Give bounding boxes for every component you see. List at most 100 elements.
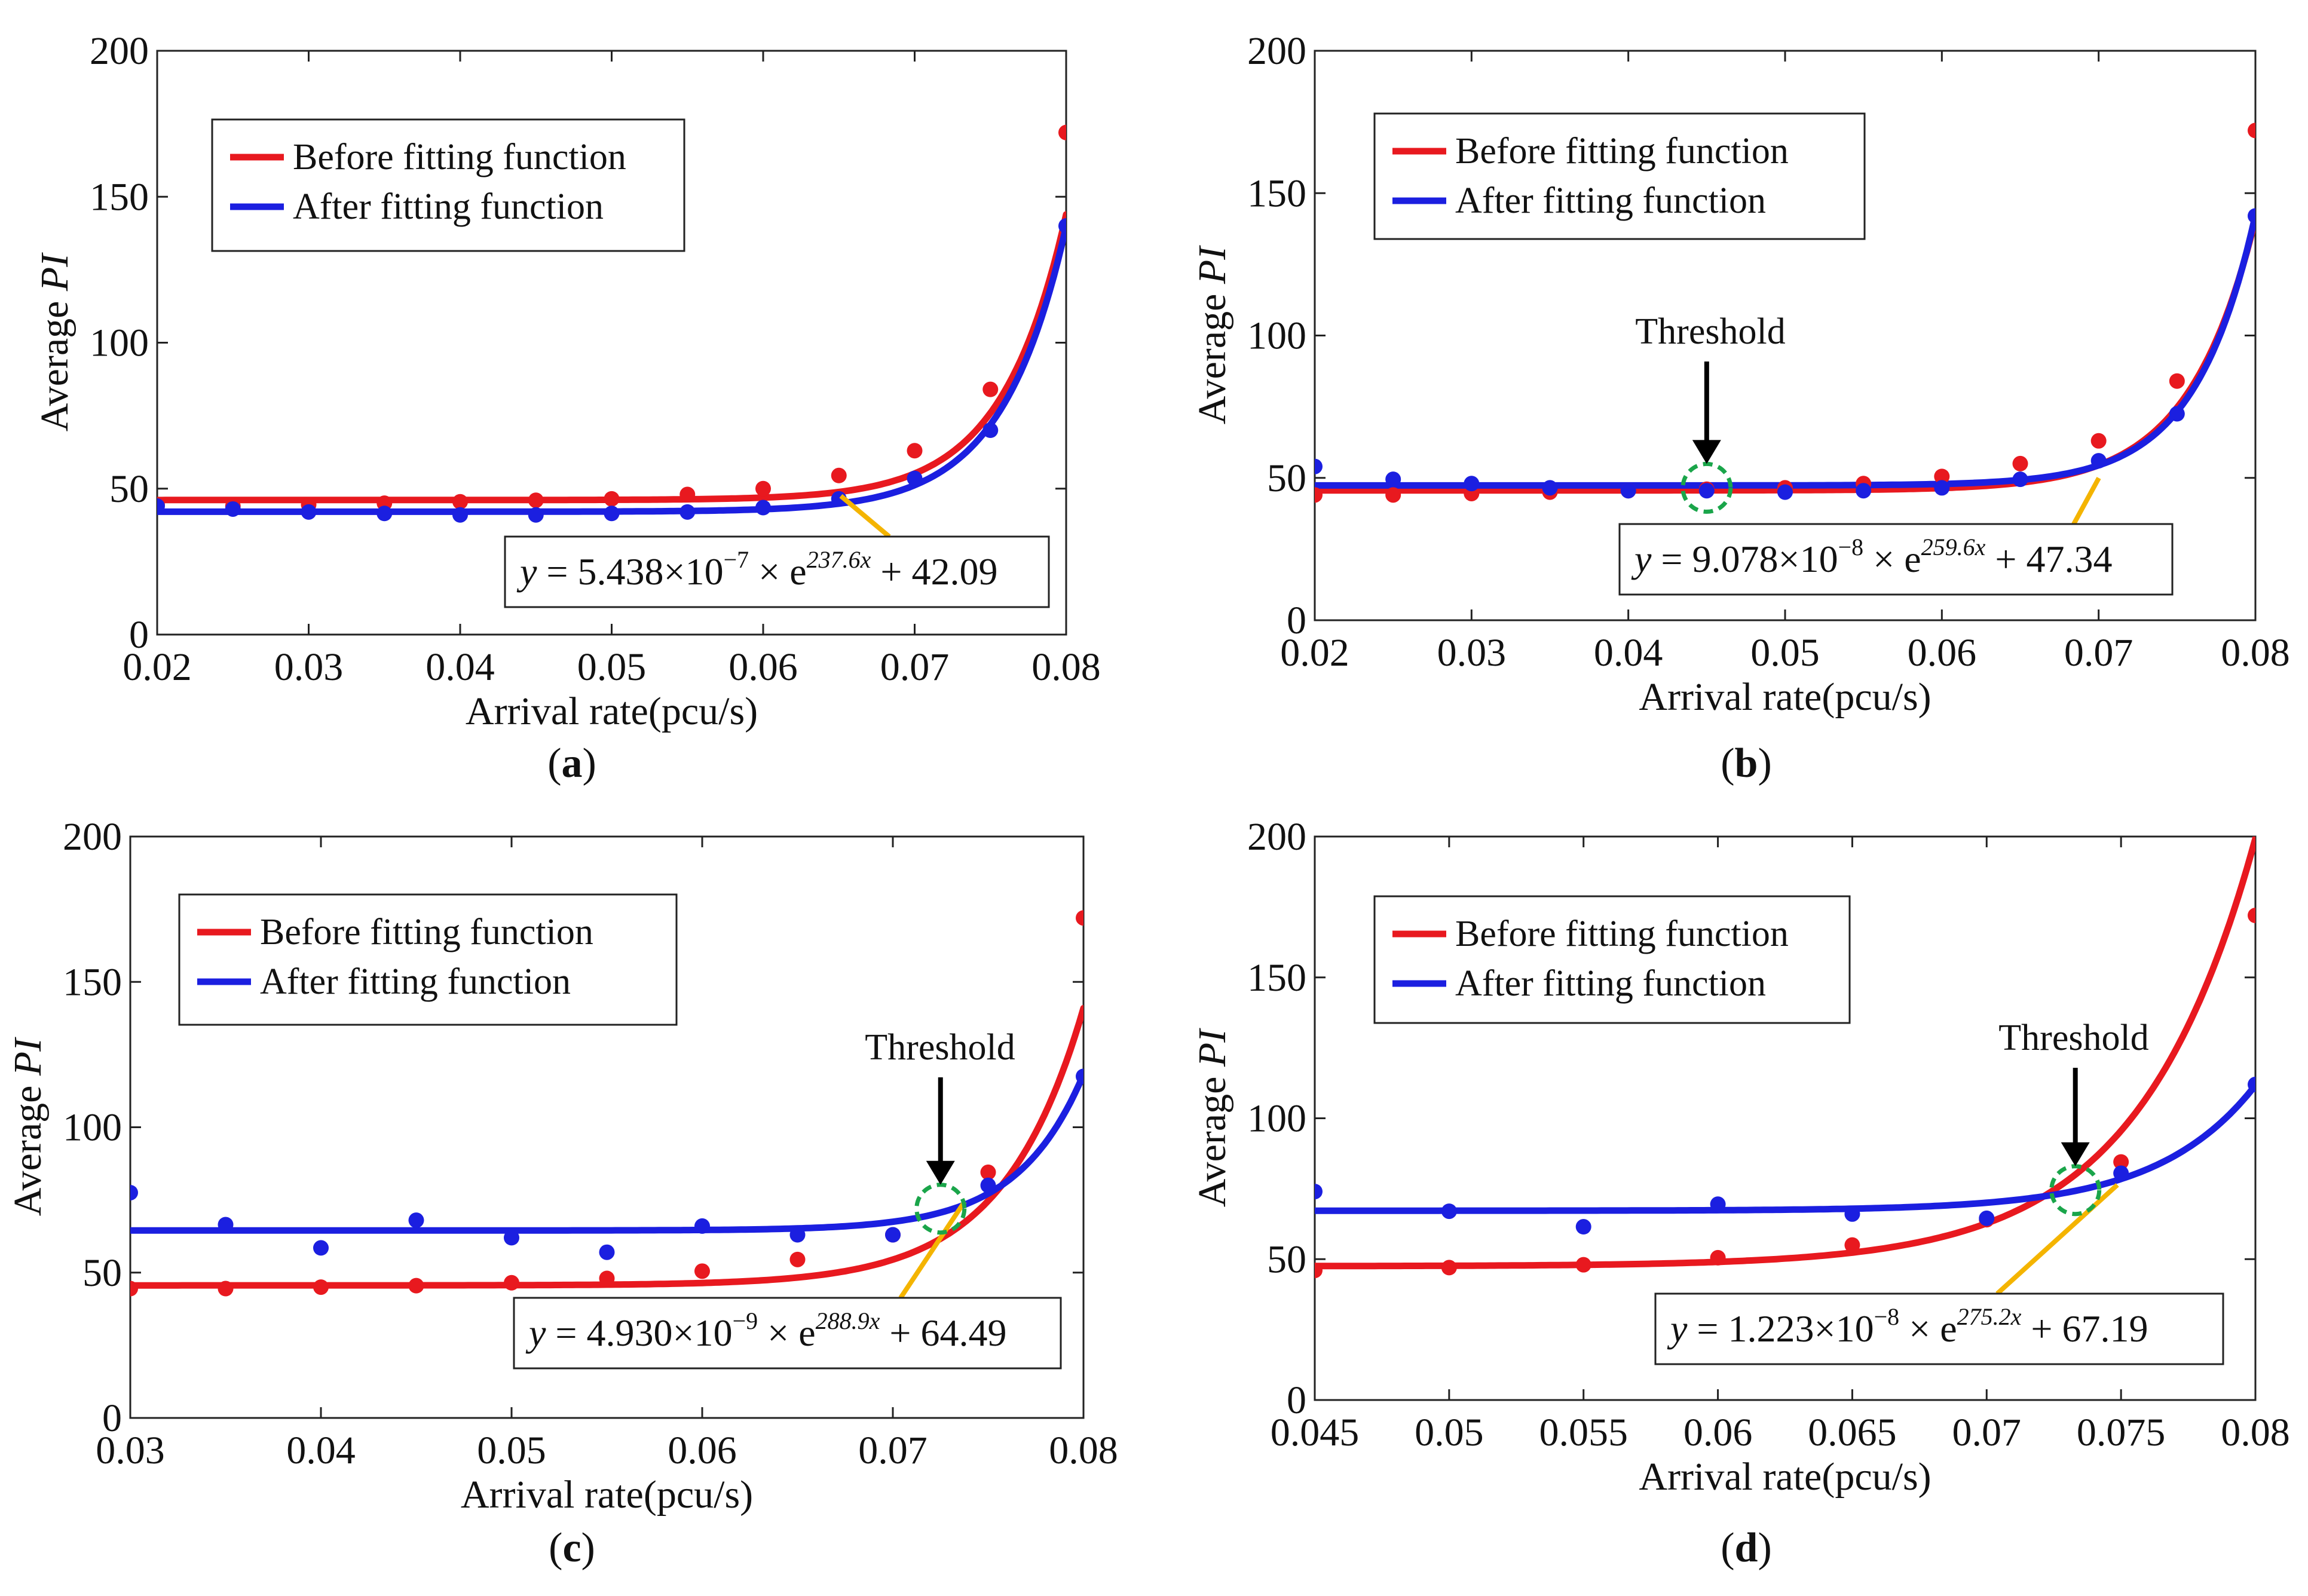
plot-area [130, 910, 1083, 1297]
equation-lhs: y [1631, 538, 1652, 580]
data-point-after [1315, 1184, 1323, 1200]
chart-panel-a: 0.02 0.03 0.04 0.05 0.06 0.07 0.08 0 50 100 150 200… [33, 29, 1101, 786]
equation-text: y = 4.930×10−9 × e288.9x + 64.49 [525, 1307, 1007, 1354]
data-point-after [980, 1177, 996, 1193]
data-point-after [408, 1212, 424, 1229]
x-tick-label: 0.07 [2064, 631, 2133, 675]
data-point-after [376, 506, 393, 522]
y-tick-label: 50 [1267, 1237, 1306, 1281]
data-point-before [679, 486, 696, 503]
x-axis-label: Arrival rate(pcu/s) [466, 690, 758, 733]
data-point-before [313, 1279, 329, 1295]
y-tick-label: 50 [82, 1251, 122, 1295]
data-point-after [2169, 406, 2185, 422]
data-point-before [694, 1263, 710, 1279]
plot-area [1315, 122, 2255, 503]
x-tick-label: 0.08 [1049, 1429, 1118, 1472]
equation-lhs: y [516, 550, 537, 593]
equation-text: y = 9.078×10−8 × e259.6x + 47.34 [1631, 534, 2113, 580]
y-tick-label: 200 [63, 815, 122, 859]
data-point-before [1076, 910, 1083, 926]
x-axis-label: Arrival rate(pcu/s) [461, 1473, 753, 1517]
legend-box [1373, 112, 1866, 240]
data-point-after [1710, 1196, 1726, 1212]
data-point-after [1979, 1210, 1995, 1226]
x-tick-label: 0.04 [1594, 631, 1663, 675]
data-point-after [1934, 480, 1950, 496]
y-tick-label: 100 [1247, 1097, 1306, 1141]
threshold-label: Threshold [1998, 1018, 2148, 1058]
data-point-before [1385, 487, 1401, 503]
panel-label-close: ) [581, 1525, 595, 1571]
y-axis-label-prefix: Average [33, 291, 76, 431]
data-point-before [452, 494, 468, 510]
y-axis-label: Average PI [1190, 1028, 1234, 1207]
equation-coefficient: = 1.223×10 [1687, 1307, 1874, 1350]
data-point-before [2248, 122, 2255, 139]
data-point-after [2248, 1076, 2255, 1092]
x-tick-label: 0.06 [1908, 631, 1977, 675]
data-point-before [2012, 455, 2028, 471]
data-point-before [789, 1251, 806, 1267]
x-tick-label: 0.07 [858, 1429, 928, 1472]
x-tick-label: 0.05 [477, 1429, 546, 1472]
data-point-before [1575, 1257, 1591, 1273]
equation-box [1654, 1292, 2224, 1365]
legend-label-after: After fitting function [293, 186, 604, 227]
data-point-before [1934, 468, 1950, 485]
y-tick-label: 0 [1287, 599, 1306, 642]
panel-label-letter: a [562, 740, 583, 786]
data-point-before [604, 491, 620, 507]
x-tick-label: 0.05 [1415, 1411, 1484, 1454]
data-point-after [225, 501, 241, 517]
y-tick-label: 200 [1247, 29, 1306, 73]
equation-constant: + 67.19 [2021, 1307, 2148, 1350]
x-tick-label: 0.02 [1280, 631, 1349, 675]
chart-panel-b: 0.02 0.03 0.04 0.05 0.06 0.07 0.08 0 50 100 150 200… [1190, 29, 2290, 786]
y-tick-label: 0 [1287, 1378, 1306, 1422]
equation-power: −8 [1838, 534, 1864, 560]
x-tick-label: 0.08 [2221, 1411, 2290, 1454]
equation-coefficient: = 9.078×10 [1651, 538, 1838, 580]
equation-exponent: 288.9x [816, 1307, 880, 1334]
y-tick-label: 50 [1267, 457, 1306, 500]
equation-box [504, 535, 1050, 608]
threshold-arrow-head [2061, 1142, 2090, 1166]
data-point-after [1620, 483, 1636, 499]
data-point-after [1575, 1219, 1591, 1235]
data-point-after [1058, 218, 1066, 234]
y-tick-label: 150 [1247, 956, 1306, 1000]
x-tick-label: 0.08 [1031, 645, 1101, 689]
threshold-label: Threshold [1635, 311, 1785, 352]
data-point-after [1076, 1068, 1083, 1085]
data-point-after [1315, 458, 1323, 474]
x-tick-label: 0.02 [123, 645, 192, 689]
data-point-after [679, 504, 696, 520]
equation-constant: + 64.49 [880, 1312, 1006, 1354]
legend-label-before: Before fitting function [293, 137, 626, 177]
equation-exponent: 275.2x [1957, 1303, 2022, 1330]
data-point-after [2248, 208, 2255, 224]
data-point-before [2169, 373, 2185, 389]
equation-coefficient: = 5.438×10 [537, 550, 723, 593]
data-point-after [755, 500, 771, 516]
y-axis-label-italic: PI [33, 252, 76, 292]
equation-lhs: y [1667, 1307, 1688, 1350]
y-tick-label: 150 [1247, 171, 1306, 215]
data-point-before [2113, 1154, 2129, 1170]
plot-area [1315, 837, 2255, 1279]
data-point-before [504, 1275, 519, 1291]
data-point-after [452, 507, 468, 523]
data-point-after [2090, 453, 2107, 469]
legend-label-before: Before fitting function [260, 912, 593, 952]
y-tick-label: 100 [1247, 314, 1306, 358]
chart-panel-d: 0.045 0.05 0.055 0.06 0.065 0.07 0.075 0.08 0 50 1… [1190, 815, 2290, 1571]
panel-label-open: ( [1721, 740, 1734, 786]
x-tick-label: 0.045 [1271, 1411, 1360, 1454]
y-tick-label: 100 [63, 1106, 122, 1150]
fit-curve-after [130, 1071, 1083, 1234]
threshold-arrow-head [926, 1160, 955, 1185]
data-point-before [755, 480, 771, 497]
y-tick-label: 0 [129, 613, 149, 657]
